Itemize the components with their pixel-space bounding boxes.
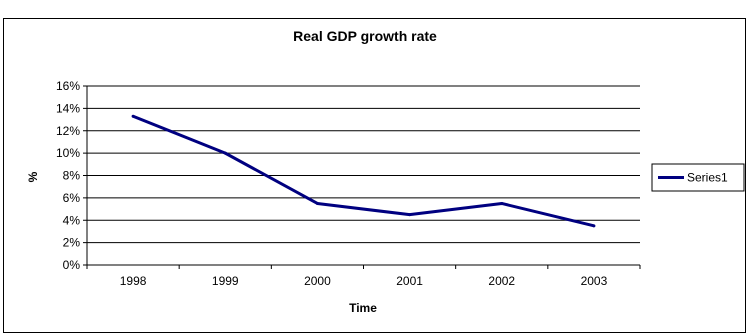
grid [87, 85, 640, 244]
data-point [408, 213, 412, 217]
data-point [315, 201, 319, 205]
y-tick-label: 0% [63, 258, 81, 272]
y-tick-label: 16% [56, 79, 80, 93]
y-axis-label: % [26, 171, 40, 182]
series [131, 114, 596, 228]
y-tick-label: 14% [56, 101, 80, 115]
x-tick-label: 1999 [212, 274, 239, 288]
y-tick-label: 8% [63, 169, 81, 183]
ticks: 0% 2% 4% 6% 8% 10% 12% 14% 16% 1998 1999 2000 2001 20… [56, 79, 608, 288]
series-line [132, 114, 595, 228]
chart-title: Real GDP growth rate [293, 28, 437, 44]
x-tick-label: 1998 [120, 274, 147, 288]
x-tick-label: 2003 [581, 274, 608, 288]
y-tick-label: 10% [56, 146, 80, 160]
y-tick-label: 6% [63, 191, 81, 205]
y-tick-label: 2% [63, 236, 81, 250]
legend: Series1 [651, 163, 745, 192]
top-strip [0, 0, 748, 18]
y-tick-label: 4% [63, 213, 81, 227]
data-point [592, 224, 596, 228]
data-point [131, 114, 135, 118]
y-tick-label: 12% [56, 124, 80, 138]
x-tick-label: 2002 [488, 274, 515, 288]
legend-label: Series1 [687, 171, 728, 185]
axes [83, 85, 641, 269]
x-axis-label: Time [349, 301, 377, 315]
x-tick-label: 2000 [304, 274, 331, 288]
data-point [223, 151, 227, 155]
x-tick-label: 2001 [396, 274, 423, 288]
data-point [500, 201, 504, 205]
